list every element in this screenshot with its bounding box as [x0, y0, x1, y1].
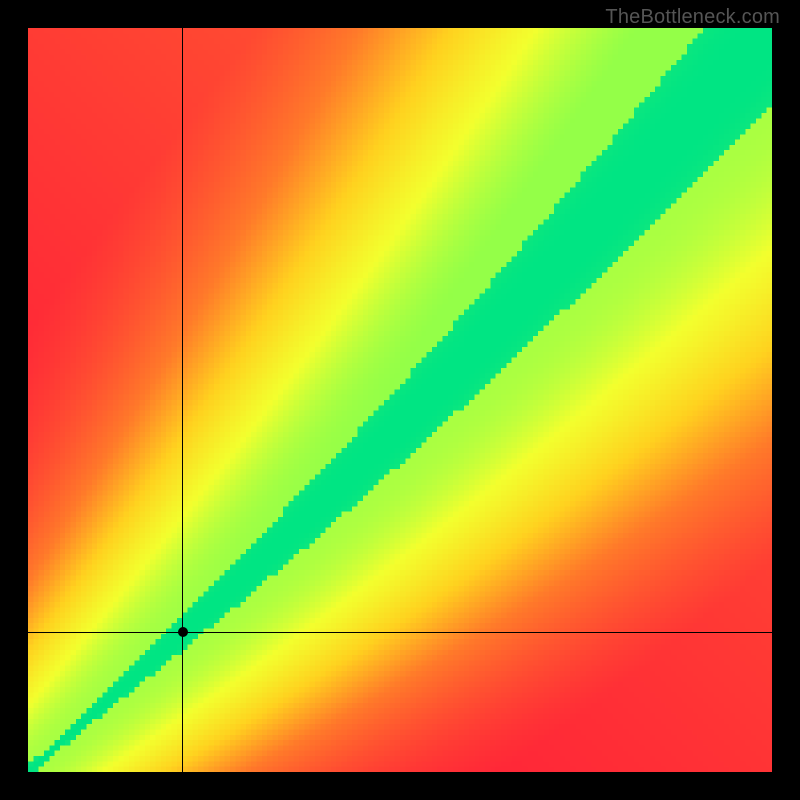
- heatmap-canvas: [28, 28, 772, 772]
- marker-dot: [178, 627, 188, 637]
- watermark-label: TheBottleneck.com: [605, 6, 780, 29]
- crosshair-vertical: [182, 28, 183, 772]
- heatmap-chart: [28, 28, 772, 772]
- crosshair-horizontal: [28, 632, 772, 633]
